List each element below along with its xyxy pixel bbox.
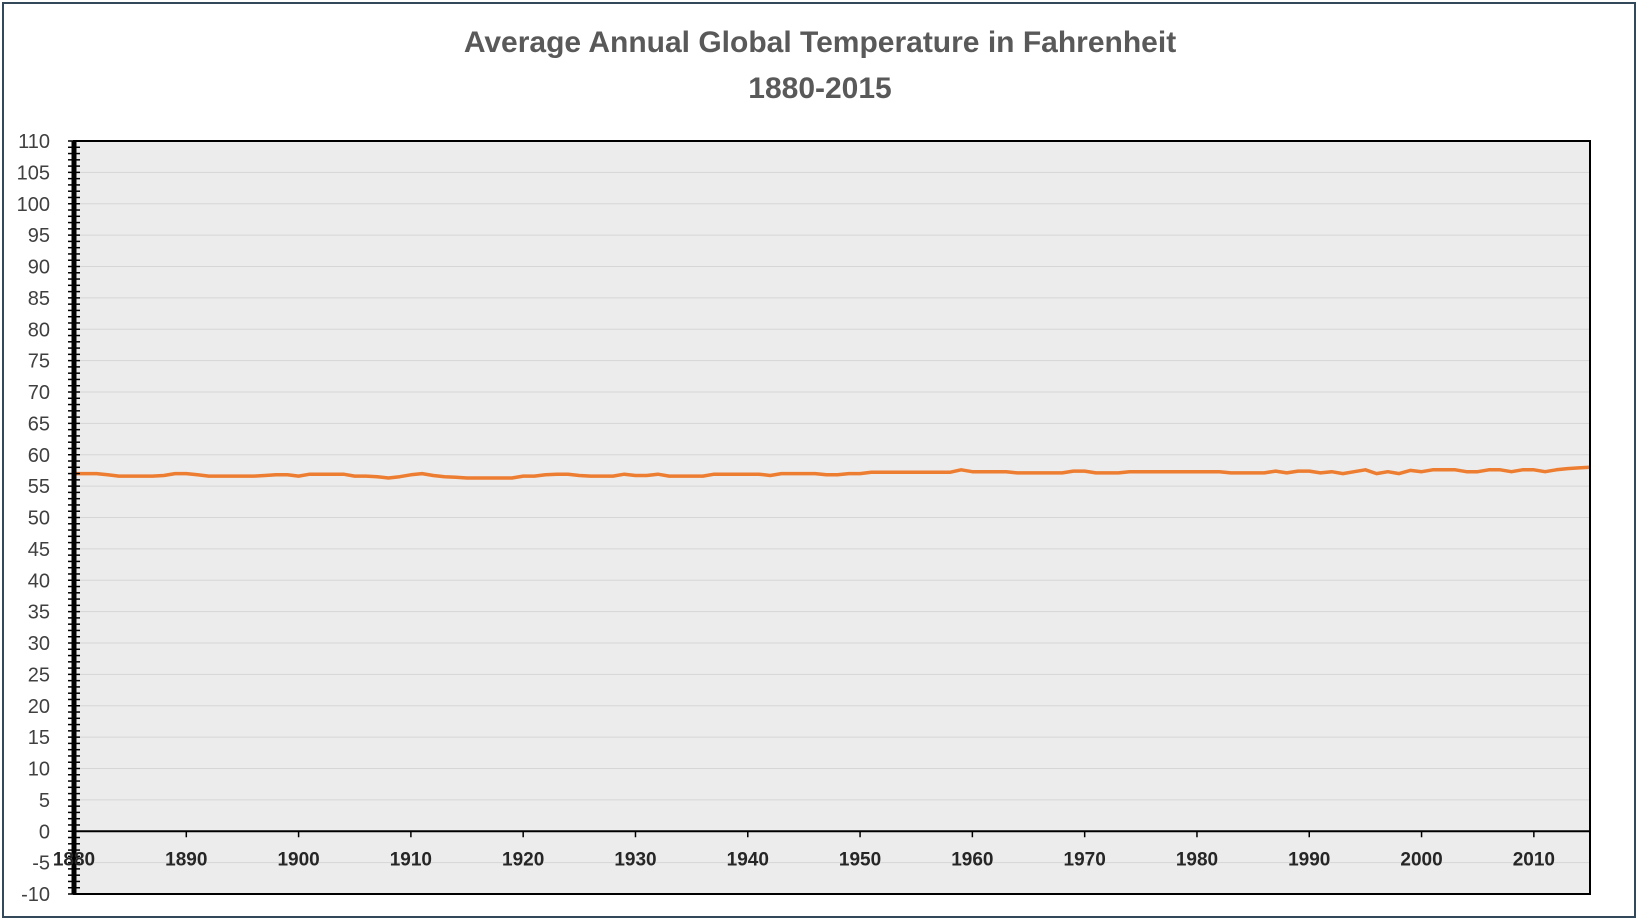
y-tick-label: 10 (28, 759, 50, 781)
y-tick-label: 60 (28, 445, 50, 467)
x-tick-label: 1990 (1288, 849, 1330, 870)
x-tick-label: 1880 (53, 849, 95, 870)
y-tick-label: 65 (28, 413, 50, 435)
chart-title: Average Annual Global Temperature in Fah… (0, 20, 1640, 112)
y-tick-label: 85 (28, 288, 50, 310)
y-tick-label: 75 (28, 351, 50, 373)
y-tick-label: 105 (17, 162, 50, 184)
y-tick-label: 80 (28, 319, 50, 341)
x-axis-tick-labels: 1880 1890 1900 1910 1920 1930 1940 1950 1960 1970… (53, 849, 1555, 870)
x-tick-label: 1920 (502, 849, 544, 870)
y-tick-label: 5 (39, 790, 50, 812)
x-tick-label: 2010 (1513, 849, 1555, 870)
y-tick-label: -10 (21, 884, 50, 906)
x-tick-label: 1970 (1064, 849, 1106, 870)
y-tick-label: 0 (39, 821, 50, 843)
y-tick-label: 70 (28, 382, 50, 404)
y-tick-label: 45 (28, 539, 50, 561)
x-tick-label: 2000 (1400, 849, 1442, 870)
y-tick-label: -5 (32, 853, 50, 875)
x-tick-label: 1900 (277, 849, 319, 870)
x-tick-label: 1960 (951, 849, 993, 870)
y-tick-label: 110 (18, 131, 50, 153)
series-line (74, 465, 1591, 480)
chart-subtitle-line: 1880-2015 (748, 72, 892, 105)
y-tick-label: 90 (28, 257, 50, 279)
y-tick-label: 30 (28, 633, 50, 655)
chart-title-line: Average Annual Global Temperature in Fah… (463, 26, 1177, 59)
x-tick-label: 1940 (727, 849, 769, 870)
axes (68, 140, 1591, 895)
y-tick-label: 95 (28, 225, 50, 247)
x-tick-label: 1930 (614, 849, 656, 870)
y-axis-tick-labels: 1101051009590858075706560555045403530252… (17, 131, 50, 906)
y-tick-label: 40 (28, 570, 50, 592)
y-tick-label: 55 (28, 476, 50, 498)
y-tick-label: 25 (28, 664, 50, 686)
x-tick-label: 1890 (165, 849, 207, 870)
series-layer (74, 465, 1591, 480)
x-tick-label: 1980 (1176, 849, 1218, 870)
y-tick-label: 20 (28, 696, 50, 718)
y-tick-label: 100 (17, 194, 50, 216)
y-tick-label: 15 (28, 727, 50, 749)
y-tick-label: 50 (28, 508, 50, 530)
x-tick-label: 1910 (390, 849, 432, 870)
y-tick-label: 35 (28, 602, 50, 624)
x-tick-label: 1950 (839, 849, 881, 870)
